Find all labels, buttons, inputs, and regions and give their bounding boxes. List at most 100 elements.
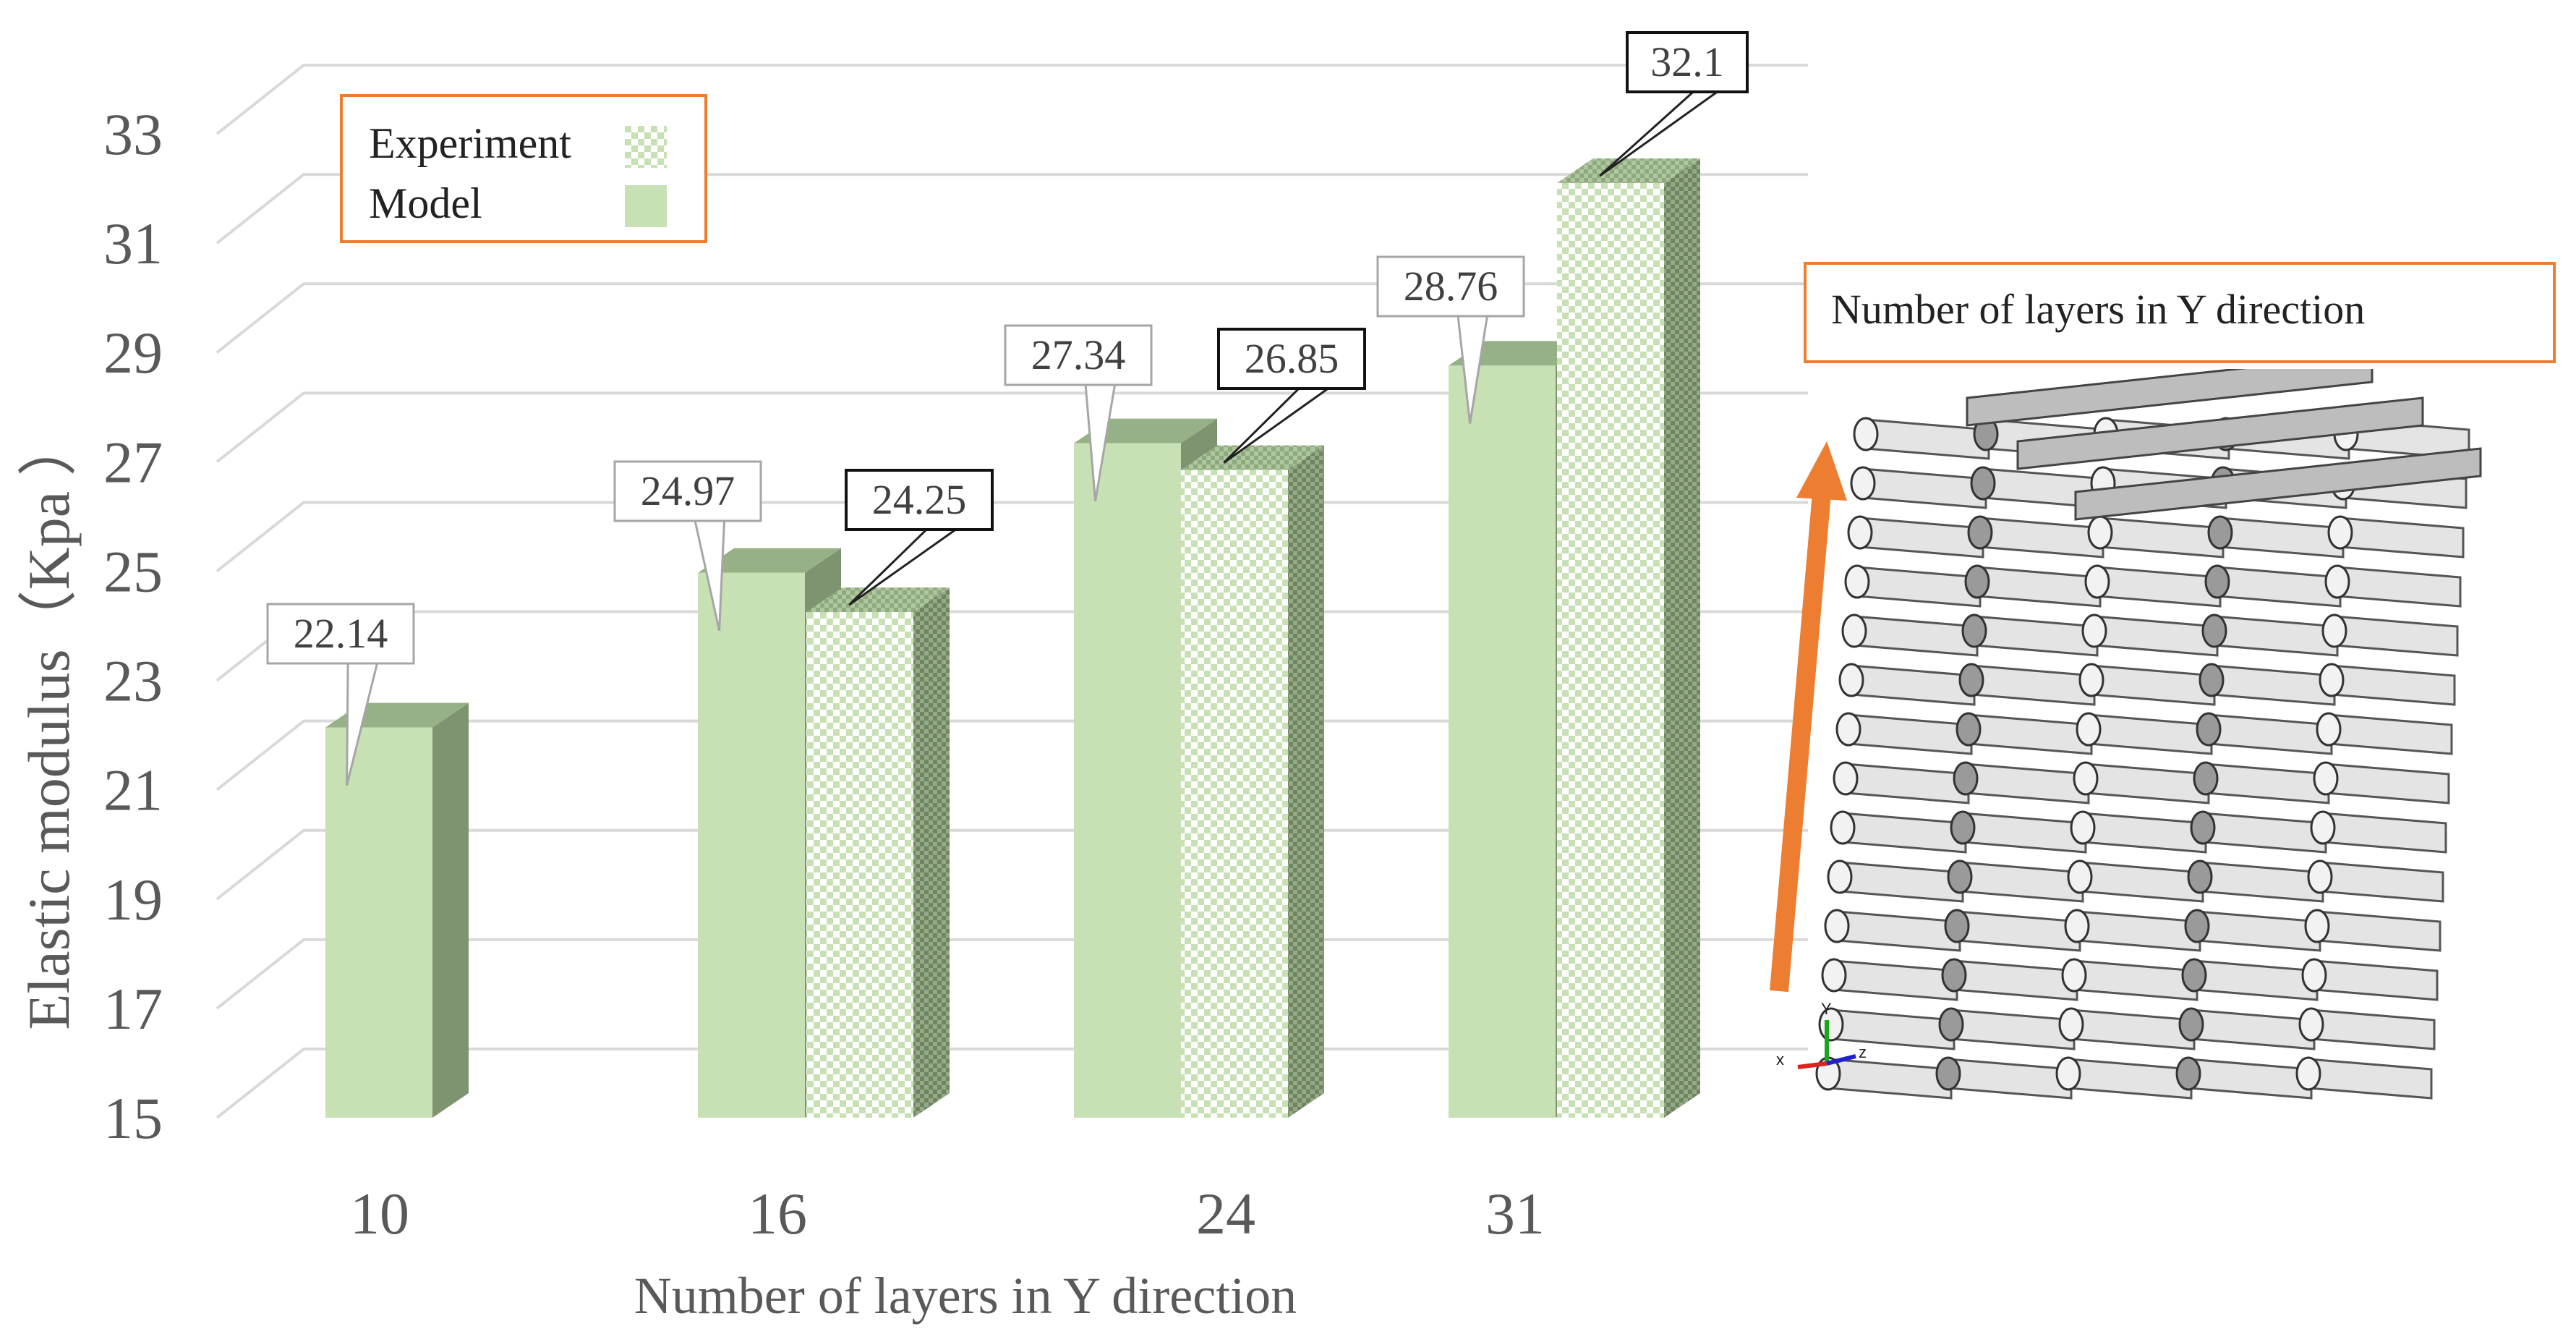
rod-body (2213, 615, 2339, 657)
bar-top (1449, 341, 1592, 366)
rod-end (2196, 712, 2222, 747)
rod-end (2316, 712, 2342, 747)
rod-end (2084, 564, 2110, 599)
cylinder-rod (2193, 761, 2330, 804)
rod-end (1824, 909, 1850, 943)
rod-body (2219, 517, 2345, 559)
illustration-caption: Number of layers in Y direction (1831, 286, 2366, 333)
top-rod (2016, 396, 2424, 470)
cylinder-rod (1961, 613, 2099, 657)
rod-body (1853, 615, 1979, 657)
cylinder-rod (2070, 810, 2207, 854)
cylinder-rod (2081, 613, 2219, 657)
bar-side (432, 702, 469, 1118)
rod-body (2074, 447, 2482, 521)
rod-end (1958, 663, 1984, 697)
triad-y-label: Y (1821, 1000, 1832, 1018)
rod-end (1850, 466, 1876, 501)
data-label-text: 32.1 (1650, 38, 1724, 85)
cylinder-rod (2307, 859, 2444, 903)
cylinder-rod (2319, 663, 2456, 706)
cylinder-rod (1841, 613, 1979, 657)
bar-experiment (1181, 445, 1324, 1118)
rod-body (2016, 396, 2424, 470)
y-tick-label: 31 (103, 211, 163, 276)
rod-end (1821, 958, 1847, 993)
layered-cylinder-illustration: x Yz (1770, 369, 2482, 1100)
rod-end (2207, 515, 2233, 550)
cylinder-rod (1821, 958, 1958, 1001)
rod-end (1956, 712, 1982, 747)
y-tick-label: 25 (103, 538, 163, 604)
bar-front (1181, 470, 1288, 1118)
rod-end (2313, 761, 2339, 796)
cylinder-rod (1967, 515, 2104, 559)
cylinder-rod (2084, 564, 2222, 608)
rod-end (1935, 1056, 1961, 1091)
y-tick-label: 27 (103, 429, 163, 495)
cylinder-rod (1935, 1056, 2073, 1100)
data-label-box (1217, 328, 1366, 390)
rod-body (2187, 1058, 2313, 1100)
cylinder-rod (1835, 712, 1973, 755)
rod-end (1947, 859, 1973, 894)
rod-body (2099, 517, 2225, 559)
rod-end (2204, 564, 2230, 599)
cylinder-rod (2316, 712, 2453, 755)
bar-front (806, 612, 913, 1118)
rod-body (2067, 1058, 2193, 1100)
legend-swatch-experiment (625, 126, 667, 168)
rod-body (1859, 517, 1984, 559)
x-tick-label: 24 (1196, 1181, 1255, 1247)
gridline (216, 64, 1808, 135)
rod-end (2178, 1007, 2204, 1042)
data-label-model: 28.76 (1376, 255, 1525, 424)
rod-end (2184, 909, 2210, 943)
x-tick-label: 10 (350, 1181, 409, 1247)
rod-body (2198, 861, 2324, 903)
data-label-model: 24.97 (613, 460, 762, 632)
y-direction-arrow (1770, 483, 1832, 993)
top-rod (1966, 369, 2374, 427)
data-label-box (1376, 255, 1525, 318)
cylinder-rod (2175, 1056, 2313, 1100)
bar-top (698, 548, 841, 573)
rod-end (2198, 663, 2225, 697)
rod-body (1958, 861, 2084, 903)
cylinder-rod (2058, 1007, 2196, 1050)
rod-end (2076, 712, 2102, 747)
rod-body (2207, 713, 2333, 755)
rod-body (2333, 615, 2459, 657)
cylinder-rod (2073, 761, 2210, 804)
cylinder-rod (2310, 810, 2447, 854)
rod-end (2067, 859, 2093, 894)
rod-body (1961, 812, 2087, 854)
rod-end (2055, 1056, 2081, 1091)
y-tick-label: 19 (103, 867, 163, 933)
triad-x-label: x (1776, 1050, 1784, 1069)
data-label-box (613, 460, 762, 522)
rod-body (2193, 959, 2319, 1001)
rod-end (1830, 810, 1856, 845)
cylinder-rod (2324, 564, 2462, 608)
rod-end (2193, 761, 2219, 796)
cylinder-rod (2196, 712, 2333, 755)
cylinder-rod (1958, 663, 2096, 706)
rod-body (1847, 713, 1973, 755)
rod-end (1841, 613, 1867, 648)
rod-end (1847, 515, 1873, 550)
rod-end (1953, 761, 1979, 796)
legend-swatch-model (625, 185, 667, 227)
cylinder-rod (1824, 909, 1961, 952)
rod-body (2201, 812, 2327, 854)
x-tick-label: 16 (748, 1181, 807, 1247)
rod-body (1966, 369, 2374, 427)
top-rod (2074, 447, 2482, 521)
rod-body (2316, 910, 2441, 952)
cylinder-rod (2076, 712, 2213, 755)
rod-end (2190, 810, 2216, 845)
data-label-experiment: 24.25 (845, 469, 994, 606)
rod-body (2190, 1008, 2316, 1050)
